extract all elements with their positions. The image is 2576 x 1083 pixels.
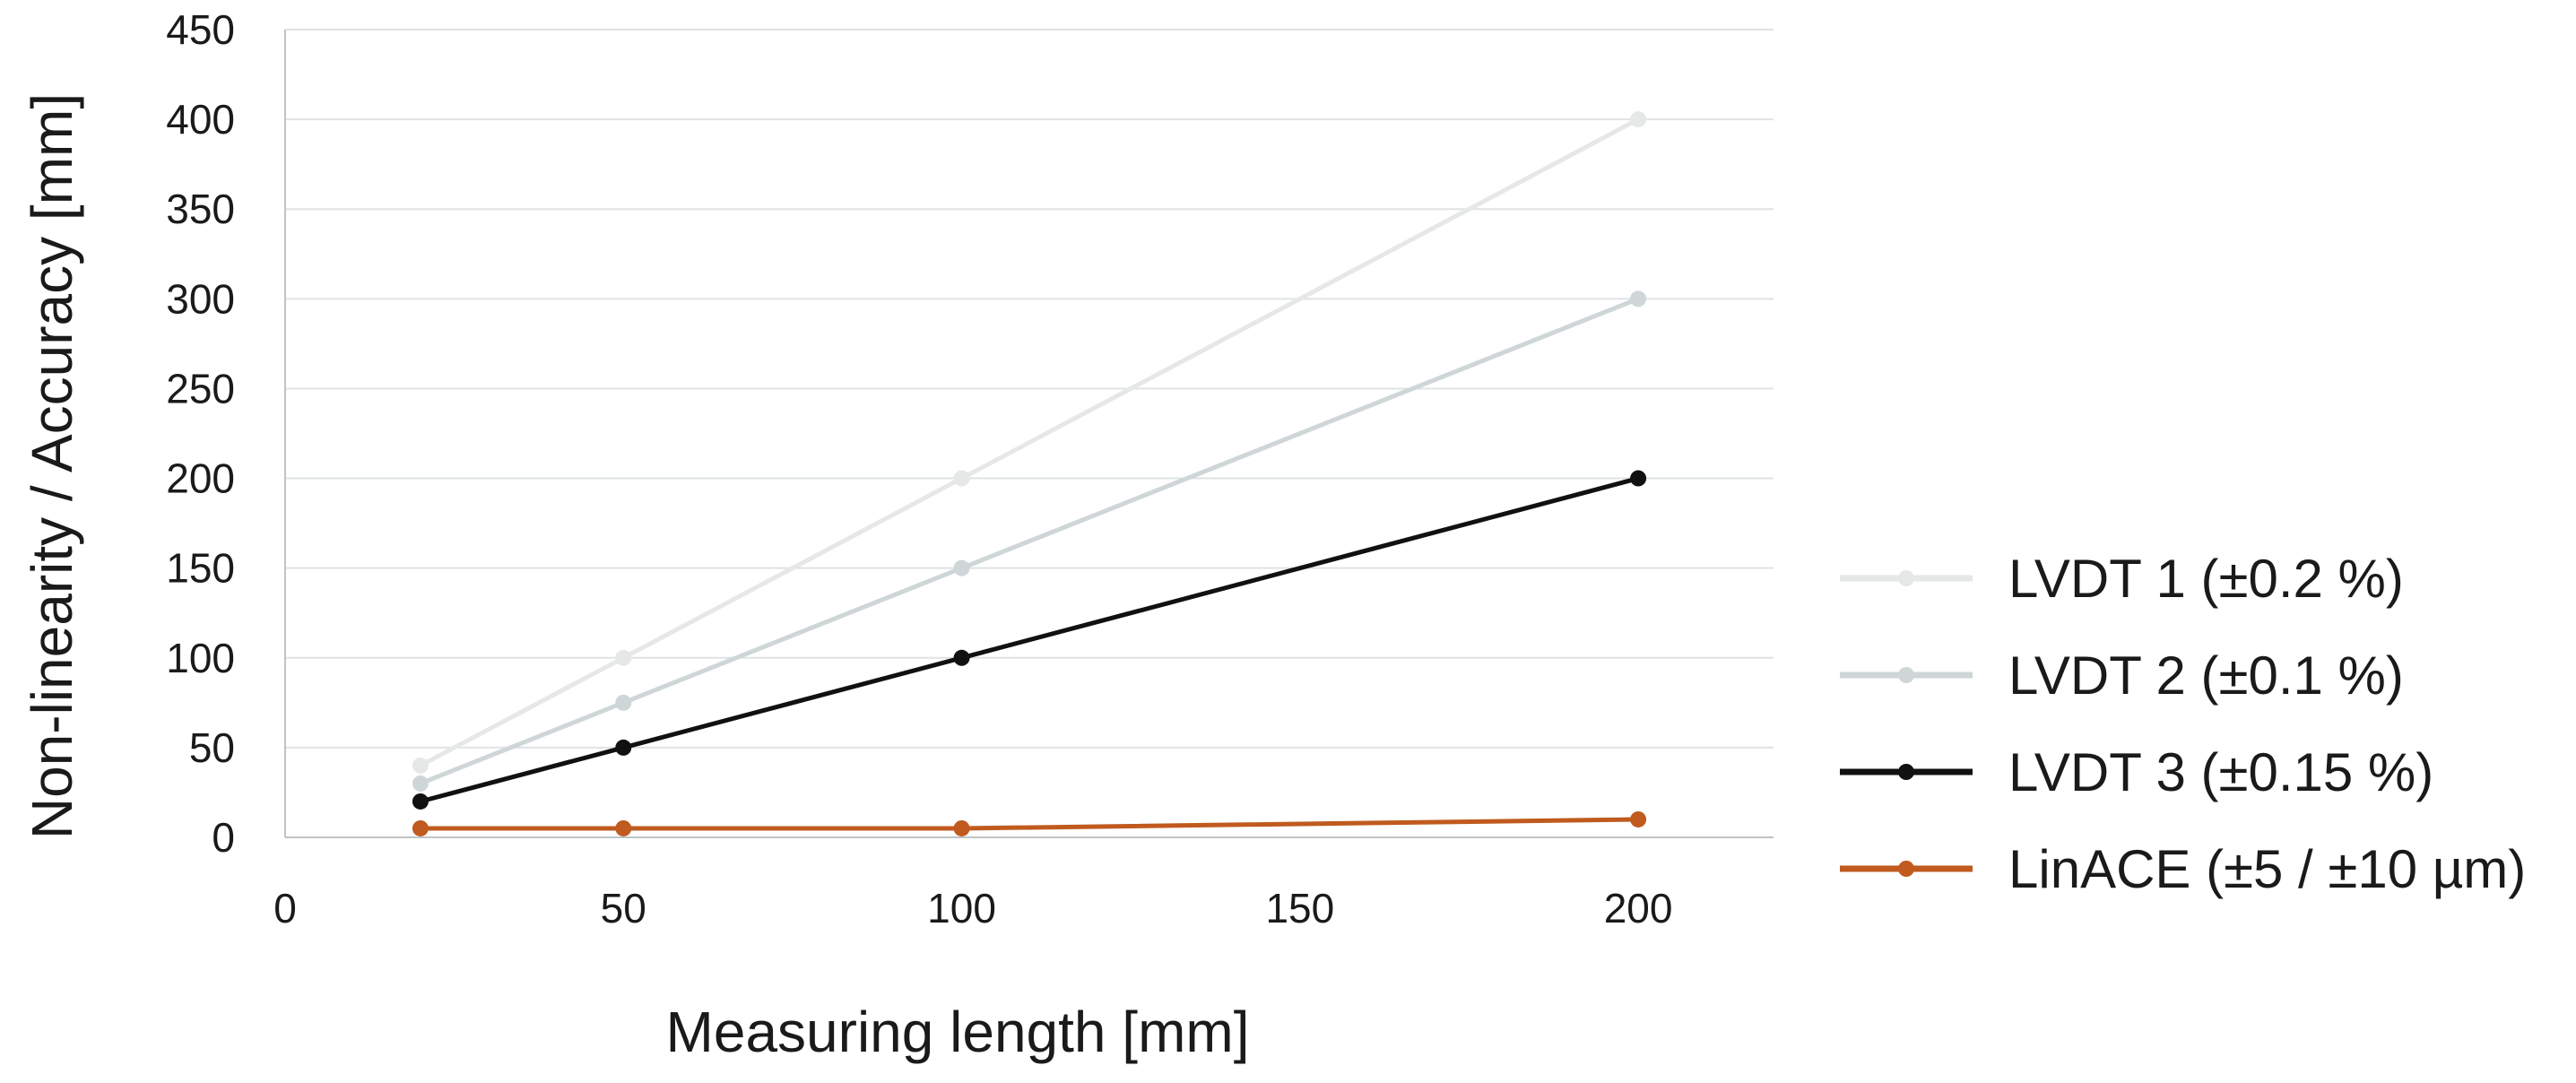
- series-line: [419, 117, 1640, 768]
- y-tick-label: 100: [166, 635, 235, 681]
- data-point: [615, 694, 632, 711]
- legend-label: LVDT 2 (±0.1 %): [2008, 645, 2404, 706]
- data-point: [412, 819, 429, 836]
- data-point: [615, 649, 632, 666]
- y-tick-label: 0: [212, 814, 235, 861]
- legend-swatch-marker: [1898, 861, 1914, 877]
- legend-label: LVDT 1 (±0.2 %): [2008, 549, 2404, 609]
- y-tick-label: 350: [166, 186, 235, 232]
- gridlines: [285, 29, 1774, 749]
- data-point: [953, 649, 970, 666]
- legend-item: LinACE (±5 / ±10 µm): [1840, 839, 2526, 899]
- data-point: [412, 757, 429, 774]
- data-point: [1630, 470, 1647, 487]
- y-tick-label: 150: [166, 545, 235, 592]
- legend: LVDT 1 (±0.2 %) LVDT 2 (±0.1 %) LVDT 3 (±0…: [1840, 549, 2526, 899]
- y-axis: 0 50 100 150 200 250 300 350 400 450: [166, 6, 235, 861]
- y-tick-label: 250: [166, 365, 235, 412]
- data-point: [953, 819, 970, 836]
- series-1: [412, 111, 1647, 774]
- data-point: [615, 739, 632, 756]
- data-point: [953, 470, 970, 487]
- data-point: [953, 559, 970, 576]
- x-axis: 0 50 100 150 200: [273, 885, 1672, 931]
- series-line: [419, 296, 1640, 786]
- x-tick-label: 0: [273, 885, 297, 931]
- legend-item: LVDT 2 (±0.1 %): [1840, 645, 2404, 706]
- y-tick-label: 50: [189, 724, 235, 771]
- series-2: [412, 290, 1647, 792]
- y-tick-label: 400: [166, 96, 235, 143]
- y-tick-label: 300: [166, 275, 235, 322]
- data-point: [412, 793, 429, 810]
- series-3: [412, 470, 1647, 810]
- x-tick-label: 150: [1265, 885, 1334, 931]
- x-tick-label: 200: [1604, 885, 1673, 931]
- data-point: [1630, 111, 1647, 128]
- y-tick-label: 200: [166, 455, 235, 502]
- y-tick-label: 450: [166, 6, 235, 53]
- data-point: [1630, 810, 1647, 827]
- data-point: [412, 775, 429, 792]
- legend-label: LVDT 3 (±0.15 %): [2008, 742, 2433, 802]
- legend-item: LVDT 3 (±0.15 %): [1840, 742, 2433, 802]
- series-line: [420, 817, 1639, 831]
- x-tick-label: 50: [601, 885, 646, 931]
- data-point: [615, 819, 632, 836]
- series-group: [412, 111, 1647, 836]
- legend-item: LVDT 1 (±0.2 %): [1840, 549, 2404, 609]
- data-point: [1630, 290, 1647, 308]
- y-axis-title: Non-linearity / Accuracy [mm]: [20, 93, 84, 839]
- series-line: [420, 476, 1639, 804]
- series-4: [412, 810, 1647, 836]
- legend-label: LinACE (±5 / ±10 µm): [2008, 839, 2526, 899]
- legend-swatch-marker: [1898, 764, 1914, 780]
- legend-swatch-marker: [1898, 570, 1914, 586]
- legend-swatch-marker: [1898, 667, 1914, 683]
- x-tick-label: 100: [927, 885, 996, 931]
- x-axis-title: Measuring length [mm]: [666, 1000, 1250, 1064]
